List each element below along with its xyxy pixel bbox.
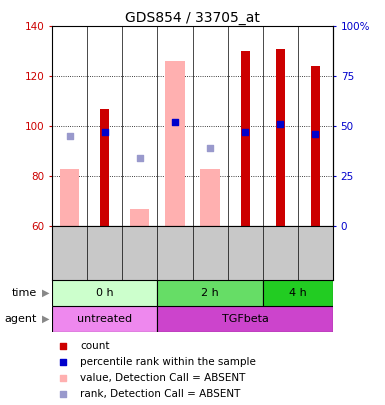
Bar xyxy=(201,169,220,226)
Point xyxy=(172,119,178,126)
Bar xyxy=(60,169,79,226)
Bar xyxy=(130,209,149,226)
Bar xyxy=(52,306,157,332)
Point xyxy=(137,155,143,162)
Text: time: time xyxy=(11,288,37,298)
Bar xyxy=(52,279,157,306)
Text: TGFbeta: TGFbeta xyxy=(222,314,269,324)
Point xyxy=(60,358,66,365)
Bar xyxy=(263,279,333,306)
Point xyxy=(60,343,66,349)
Point xyxy=(207,145,213,151)
Point xyxy=(67,133,73,140)
Point xyxy=(60,391,66,397)
Point xyxy=(102,129,108,136)
Point xyxy=(60,375,66,382)
Text: 2 h: 2 h xyxy=(201,288,219,298)
Text: 4 h: 4 h xyxy=(289,288,307,298)
Point xyxy=(277,121,283,128)
Text: agent: agent xyxy=(4,314,37,324)
Point xyxy=(312,131,318,138)
Text: rank, Detection Call = ABSENT: rank, Detection Call = ABSENT xyxy=(80,389,241,399)
Bar xyxy=(157,279,263,306)
Text: untreated: untreated xyxy=(77,314,132,324)
Bar xyxy=(100,109,109,226)
Text: count: count xyxy=(80,341,110,351)
Bar xyxy=(165,61,184,226)
Bar xyxy=(157,306,333,332)
Bar xyxy=(311,66,320,226)
Title: GDS854 / 33705_at: GDS854 / 33705_at xyxy=(125,11,260,25)
Bar xyxy=(276,49,285,226)
Point xyxy=(242,129,248,136)
Text: ▶: ▶ xyxy=(42,288,50,298)
Text: value, Detection Call = ABSENT: value, Detection Call = ABSENT xyxy=(80,373,246,383)
Text: percentile rank within the sample: percentile rank within the sample xyxy=(80,357,256,367)
Text: ▶: ▶ xyxy=(42,314,50,324)
Bar xyxy=(241,51,249,226)
Text: 0 h: 0 h xyxy=(96,288,114,298)
